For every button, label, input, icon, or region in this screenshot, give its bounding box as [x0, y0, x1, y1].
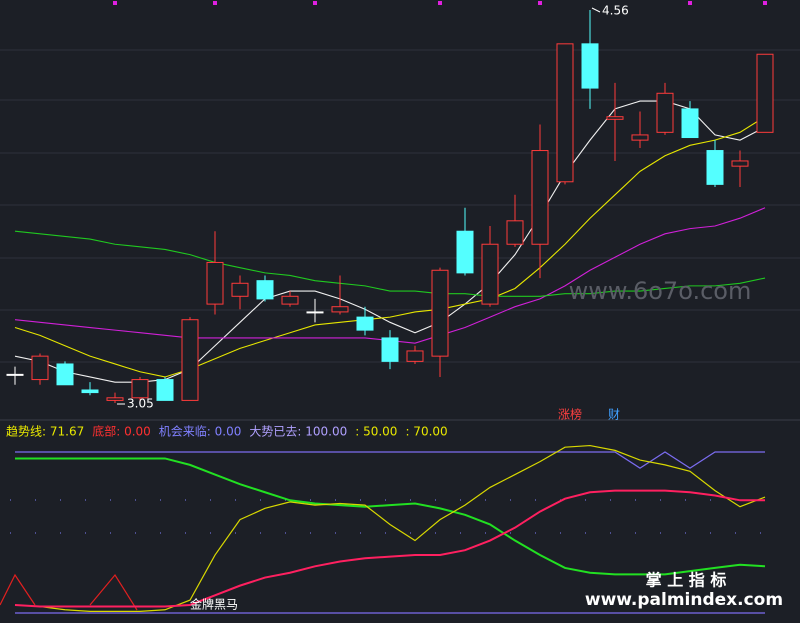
indicator-line	[15, 451, 765, 469]
candle-body	[406, 350, 424, 362]
candle-body	[56, 363, 74, 386]
candle-body	[581, 43, 599, 89]
candle-body	[706, 150, 724, 185]
candle-body	[106, 397, 124, 401]
candle-body	[281, 295, 299, 305]
indicator-header: 机会来临: 0.00	[159, 425, 242, 439]
indicator-header: 大势已去: 100.00	[249, 425, 347, 439]
grid	[0, 49, 800, 421]
watermark: www.palmindex.com	[585, 590, 783, 610]
indicator-header: : 50.00	[355, 425, 397, 439]
candle-body	[481, 243, 499, 305]
indicator-line	[14, 444, 766, 612]
candle-body	[156, 379, 174, 401]
candle-body	[756, 53, 774, 133]
watermark: www.6o7o.com	[569, 277, 752, 305]
candle-body	[231, 282, 249, 297]
badge: 财	[608, 408, 620, 422]
candle-body	[531, 150, 549, 245]
candle-body	[631, 134, 649, 141]
candle-body	[506, 220, 524, 245]
candle-body	[206, 261, 224, 305]
candle-body	[181, 319, 199, 401]
candle-body	[431, 269, 449, 357]
candle-body	[556, 43, 574, 183]
candle-body	[131, 379, 149, 399]
moving-average	[14, 230, 766, 297]
indicator-header: 底部: 0.00	[92, 424, 151, 439]
indicator-header: : 70.00	[405, 425, 447, 439]
badge: 涨榜	[558, 407, 582, 422]
candle-body	[81, 389, 99, 394]
top-markers	[113, 1, 767, 5]
candle-body	[381, 337, 399, 362]
indicator-line	[15, 457, 766, 576]
signal-label: 金牌黑马	[190, 597, 238, 612]
candle-body	[681, 108, 699, 139]
low-label: 3.05	[127, 397, 154, 411]
watermark: 掌 上 指 标	[646, 571, 727, 590]
signal-triangles	[0, 573, 138, 611]
candle-body	[31, 355, 49, 381]
candle-body	[606, 116, 624, 120]
candle-body	[331, 306, 349, 313]
candle-body	[356, 316, 374, 331]
candle-body	[256, 280, 274, 300]
candle-body	[306, 311, 324, 314]
candle-body	[731, 160, 749, 167]
moving-average	[14, 116, 766, 378]
high-label: 4.56	[602, 4, 629, 18]
candle-body	[656, 92, 674, 133]
indicator-line	[14, 489, 765, 608]
candle-body	[6, 373, 24, 376]
high-arrow	[591, 7, 601, 13]
candle-body	[456, 230, 474, 274]
indicator-header: 趋势线: 71.67	[6, 425, 84, 439]
